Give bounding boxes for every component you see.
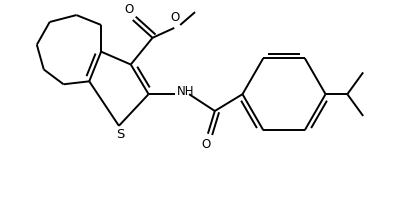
Text: O: O xyxy=(171,11,180,24)
Text: O: O xyxy=(124,3,133,16)
Text: NH: NH xyxy=(177,85,195,98)
Text: O: O xyxy=(201,138,211,151)
Text: S: S xyxy=(116,128,124,141)
